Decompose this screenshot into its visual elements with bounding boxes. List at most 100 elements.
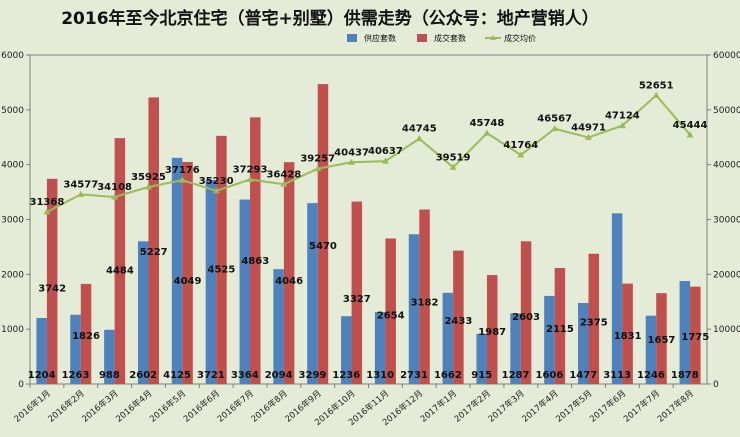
price-point — [585, 133, 593, 140]
bar-deal — [622, 283, 633, 384]
bar-deal — [216, 135, 227, 384]
y2-tick-label: 50000 — [713, 106, 740, 116]
legend-label: 供应套数 — [364, 33, 396, 43]
bar-deal — [419, 209, 430, 384]
x-tick-label: 2016年1月 — [12, 388, 53, 425]
y-tick-label: 0 — [18, 380, 24, 390]
label-price: 45748 — [470, 118, 505, 129]
price-point — [517, 151, 525, 158]
price-point — [618, 122, 626, 129]
label-supply: 3721 — [197, 370, 225, 381]
label-supply: 988 — [99, 370, 120, 381]
price-point — [246, 176, 254, 183]
label-deal: 2115 — [546, 324, 574, 335]
label-price: 44971 — [571, 122, 606, 133]
label-price: 31368 — [30, 197, 65, 208]
label-deal: 3182 — [411, 297, 439, 308]
bar-deal — [351, 201, 363, 384]
bar-supply — [273, 269, 284, 384]
legend-marker — [490, 35, 496, 40]
x-tick-label: 2016年5月 — [147, 388, 188, 425]
y2-tick-label: 30000 — [713, 216, 740, 226]
bar-deal — [114, 138, 126, 384]
bar-supply — [510, 313, 521, 384]
label-price: 34108 — [97, 182, 132, 193]
price-point — [686, 131, 694, 138]
bar-deal — [283, 162, 295, 384]
label-deal: 2654 — [377, 311, 405, 322]
label-price: 47124 — [605, 111, 640, 122]
bar-supply — [544, 295, 555, 384]
label-deal: 4525 — [208, 264, 236, 275]
label-price: 52651 — [639, 80, 674, 91]
label-price: 39257 — [300, 154, 335, 165]
label-supply: 1236 — [332, 370, 360, 381]
label-deal: 1775 — [681, 332, 709, 343]
price-point — [652, 91, 660, 98]
label-price: 46567 — [537, 114, 572, 125]
bar-deal — [317, 84, 329, 384]
y2-tick-label: 40000 — [713, 161, 740, 171]
bar-deal — [520, 241, 532, 384]
bar-supply — [137, 241, 149, 384]
label-supply: 2094 — [265, 370, 293, 381]
label-deal: 1987 — [478, 327, 506, 338]
label-deal: 1831 — [614, 331, 642, 342]
x-tick-label: 2016年7月 — [215, 388, 256, 425]
bar-deal — [46, 178, 58, 384]
price-point — [111, 193, 119, 200]
price-point — [178, 176, 186, 183]
y-tick-label: 2000 — [1, 270, 24, 280]
label-supply: 3113 — [603, 370, 631, 381]
bar-supply — [578, 303, 589, 384]
price-point — [415, 135, 423, 142]
legend-label: 成交套数 — [434, 33, 466, 43]
legend-swatch — [347, 34, 357, 42]
price-point — [551, 125, 559, 132]
label-supply: 3364 — [231, 370, 259, 381]
y-tick-label: 3000 — [1, 216, 24, 226]
x-tick-label: 2017年2月 — [452, 388, 493, 425]
label-supply: 2602 — [129, 370, 157, 381]
legend: 供应套数 成交套数 成交均价 — [347, 33, 536, 43]
bar-deal — [656, 293, 667, 384]
label-deal: 5470 — [309, 241, 337, 252]
label-supply: 1662 — [434, 370, 462, 381]
bar-supply — [408, 234, 420, 384]
legend-swatch — [417, 34, 427, 42]
label-price: 35925 — [131, 172, 166, 183]
label-deal: 1657 — [648, 335, 676, 346]
bar-deal — [486, 275, 498, 384]
x-tick-label: 2017年6月 — [587, 388, 628, 425]
label-deal: 2375 — [580, 317, 608, 328]
x-tick-label: 2017年8月 — [655, 388, 696, 425]
bar-supply — [70, 314, 81, 384]
x-tick-label: 2016年6月 — [181, 388, 222, 425]
label-supply: 1310 — [366, 370, 394, 381]
y-tick-label: 5000 — [1, 106, 24, 116]
legend-label: 成交均价 — [504, 33, 536, 43]
label-supply: 1287 — [502, 370, 530, 381]
x-tick-label: 2016年4月 — [114, 388, 155, 425]
price-point — [449, 163, 457, 170]
y2-tick-label: 10000 — [713, 325, 740, 335]
x-tick-label: 2017年5月 — [554, 388, 595, 425]
label-supply: 1477 — [569, 370, 597, 381]
bar-supply — [36, 317, 47, 384]
y2-tick-label: 20000 — [713, 270, 740, 280]
x-tick-label: 2016年2月 — [46, 388, 87, 425]
bar-deal — [148, 97, 159, 384]
y-tick-label: 1000 — [1, 325, 24, 335]
price-point — [144, 183, 152, 190]
label-price: 34577 — [63, 179, 98, 190]
price-point — [348, 158, 356, 165]
y-tick-label: 4000 — [1, 161, 24, 171]
x-tick-label: 2017年7月 — [621, 388, 662, 425]
price-point — [381, 157, 389, 164]
bar-deal — [80, 283, 92, 384]
bar-supply — [205, 179, 217, 384]
label-supply: 1246 — [637, 370, 665, 381]
label-deal: 4049 — [174, 276, 202, 287]
